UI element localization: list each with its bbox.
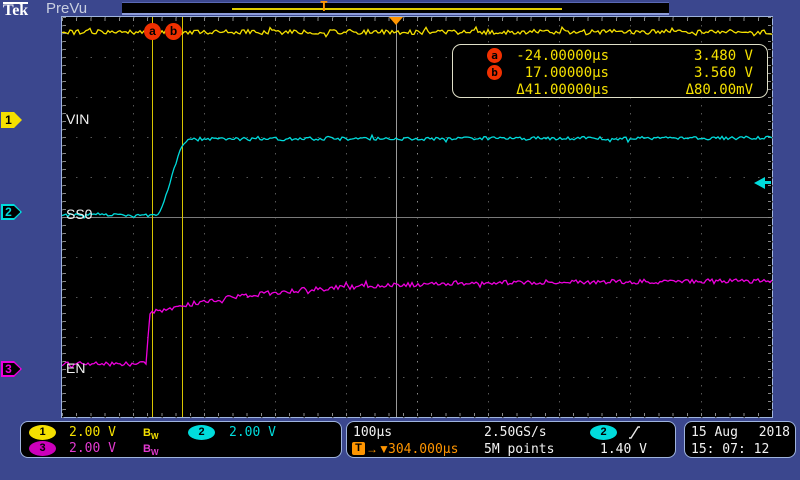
top-edge-ticks (62, 18, 772, 21)
trigger-level-arrow (754, 177, 765, 189)
cursor-readout-row-a: a -24.00000µs 3.480 V (453, 47, 767, 64)
waveform-ch2-ss0 (62, 133, 772, 220)
cursor-delta-time: Δ41.00000µs (516, 82, 609, 98)
record-trigger-marker: T (320, 0, 328, 15)
trigger-delay-arrows-icon: →▼ (366, 442, 390, 456)
cursor-a-value: 3.480 V (693, 48, 753, 64)
trigger-delay-value[interactable]: 304.000µs (388, 442, 459, 457)
channel3-position-tag[interactable]: 3 (1, 361, 22, 377)
time-label: 15: 07: 12 (691, 442, 770, 457)
record-window-line (232, 8, 562, 10)
channel2-scale[interactable]: 2.00 V (229, 425, 276, 440)
bottom-edge-ticks (62, 413, 772, 416)
cursor-b-value: 3.560 V (693, 65, 753, 81)
cursor-delta-value: Δ80.00mV (685, 82, 753, 98)
cursor-b-line[interactable] (182, 17, 183, 417)
channel2-badge[interactable]: 2 (188, 425, 215, 440)
record-length: 5M points (484, 442, 555, 457)
cursor-b-badge: b (487, 65, 502, 80)
trigger-delay-icon: T (352, 442, 365, 455)
waveform-ch3-en (62, 277, 772, 369)
cursor-readout-row-b: b 17.00000µs 3.560 V (453, 64, 767, 81)
signal-label-ss0: SS0 (66, 206, 93, 222)
channel1-scale[interactable]: 2.00 V (69, 425, 116, 440)
acquisition-mode-label: PreVu (46, 0, 88, 17)
gridline-horizontal (62, 417, 772, 418)
channel1-bandwidth-icon: BW (143, 427, 159, 442)
cursor-a-badge: a (487, 48, 502, 63)
time-per-div[interactable]: 100µs (353, 425, 393, 440)
vertical-scales-box: 1 2.00 V BW 2 2.00 V 3 2.00 V BW (20, 421, 342, 458)
channel1-tag-number: 1 (5, 113, 12, 127)
channel2-tag-number: 2 (5, 205, 12, 219)
cursor-b-time: 17.00000µs (524, 65, 609, 81)
gridline-horizontal (62, 257, 772, 258)
datetime-box: 15 Aug 2018 15: 07: 12 (684, 421, 796, 458)
channel1-badge[interactable]: 1 (29, 425, 56, 440)
gridline-horizontal (62, 297, 772, 298)
channel1-tag-shape (1, 112, 22, 128)
cursor-b-marker[interactable]: b (165, 23, 182, 40)
signal-label-vin: VIN (66, 111, 90, 127)
trigger-slope-icon (629, 426, 640, 439)
right-edge-ticks (768, 17, 771, 417)
record-view-bar: T (122, 0, 669, 15)
trigger-position-line (396, 17, 397, 417)
year-label: 2018 (758, 425, 790, 440)
sample-rate: 2.50GS/s (484, 425, 547, 440)
trigger-source-badge[interactable]: 2 (590, 425, 617, 440)
cursor-a-marker[interactable]: a (144, 23, 161, 40)
gridline-horizontal (62, 337, 772, 338)
channel2-position-tag[interactable]: 2 (1, 204, 22, 220)
gridline-vertical (772, 17, 773, 417)
tek-logo: Tek (3, 2, 29, 19)
left-edge-ticks (63, 17, 66, 417)
channel3-tag-number: 3 (5, 362, 12, 376)
cursor-a-line[interactable] (152, 17, 153, 417)
signal-label-en: EN (66, 360, 86, 376)
gridline-horizontal (62, 377, 772, 378)
channel3-badge[interactable]: 3 (29, 441, 56, 456)
cursor-a-time: -24.00000µs (516, 48, 609, 64)
trigger-position-marker (389, 17, 403, 25)
horizontal-trigger-box: 100µs 2.50GS/s 2 T →▼ 304.000µs 5M point… (346, 421, 676, 458)
channel3-scale[interactable]: 2.00 V (69, 441, 116, 456)
graticule: a b a -24.00000µs 3.480 V b 17.00000µs 3… (61, 16, 773, 418)
trigger-level-arrow-tail (764, 181, 771, 184)
channel1-position-tag[interactable]: 1 (1, 112, 22, 128)
date-label: 15 Aug (691, 425, 738, 440)
center-axis-line (62, 217, 772, 218)
trigger-level[interactable]: 1.40 V (600, 442, 647, 457)
channel3-bandwidth-icon: BW (143, 443, 159, 458)
cursor-readout-row-delta: Δ41.00000µs Δ80.00mV (453, 81, 767, 98)
cursor-readout-box: a -24.00000µs 3.480 V b 17.00000µs 3.560… (452, 44, 768, 98)
